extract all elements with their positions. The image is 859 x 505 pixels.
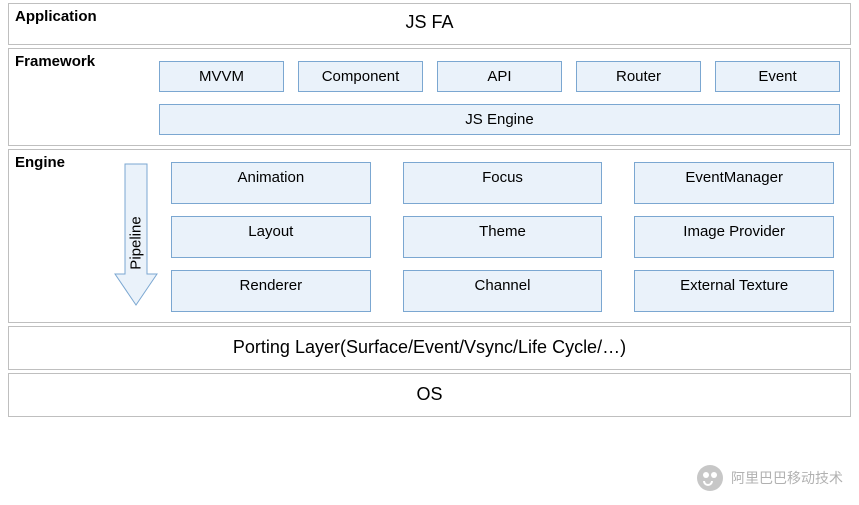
box-external-texture: External Texture [634,270,834,312]
engine-grid: Animation Focus EventManager Layout Them… [171,162,834,312]
pipeline-arrow: Pipeline [113,162,159,312]
layer-framework: Framework MVVM Component API Router Even… [8,48,851,146]
box-image-provider: Image Provider [634,216,834,258]
application-title: JS FA [9,4,850,41]
layer-label-application: Application [15,8,97,25]
framework-row1: MVVM Component API Router Event [159,61,840,92]
watermark-icon [697,465,723,491]
box-component: Component [298,61,423,92]
box-event: Event [715,61,840,92]
layer-application: Application JS FA [8,3,851,45]
box-api: API [437,61,562,92]
watermark-text: 阿里巴巴移动技术 [731,468,843,488]
box-animation: Animation [171,162,371,204]
pipeline-label: Pipeline [128,216,145,269]
framework-row2: JS Engine [159,104,840,135]
box-theme: Theme [403,216,603,258]
layer-engine: Engine Pipeline Animation Focus EventMan… [8,149,851,323]
layer-porting: Porting Layer(Surface/Event/Vsync/Life C… [8,326,851,370]
box-focus: Focus [403,162,603,204]
box-mvvm: MVVM [159,61,284,92]
porting-title: Porting Layer(Surface/Event/Vsync/Life C… [9,327,850,366]
box-js-engine: JS Engine [159,104,840,135]
box-router: Router [576,61,701,92]
layer-label-framework: Framework [15,53,95,70]
box-event-manager: EventManager [634,162,834,204]
layer-os: OS [8,373,851,417]
box-channel: Channel [403,270,603,312]
watermark: 阿里巴巴移动技术 [697,465,843,491]
os-title: OS [9,374,850,413]
box-layout: Layout [171,216,371,258]
layer-label-engine: Engine [15,154,65,171]
box-renderer: Renderer [171,270,371,312]
